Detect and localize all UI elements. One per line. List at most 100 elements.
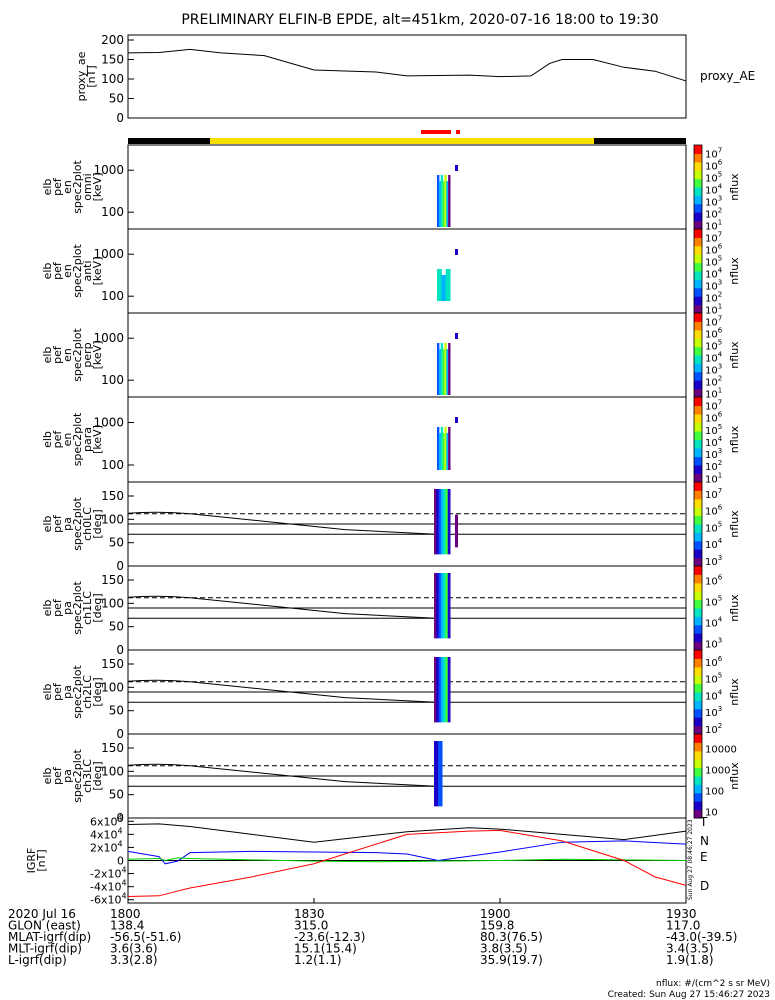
- colorbar-ch1LC-cell: [694, 643, 702, 645]
- colorbar-omni-cell: [694, 159, 702, 161]
- colorbar-ch2LC-cell: [694, 654, 702, 657]
- spectrogram-perp-frame: [127, 312, 687, 398]
- x-axis-row-value: 1.9(1.8): [666, 953, 714, 967]
- colorbar-ch3LC-cell: [694, 773, 702, 776]
- colorbar-para-cell: [694, 429, 702, 432]
- colorbar-ch3LC-cell: [694, 780, 702, 783]
- colorbar-perp-cell: [694, 377, 702, 380]
- colorbar-perp-cell: [694, 352, 702, 355]
- colorbar-anti-cell: [694, 297, 702, 300]
- colorbar-ch0LC-cell: [694, 550, 702, 553]
- colorbar-anti-cell: [694, 300, 702, 303]
- colorbar-ch3LC-cell: [694, 787, 702, 790]
- colorbar-omni-tick-label: 107: [705, 146, 722, 160]
- colorbar-omni-cell: [694, 215, 702, 217]
- colorbar-ch1LC-cell: [694, 629, 702, 631]
- colorbar-anti-cell: [694, 234, 702, 237]
- colorbar-omni-cell: [694, 156, 702, 159]
- colorbar-perp-cell: [694, 376, 702, 378]
- colorbar-para-cell: [694, 433, 702, 436]
- colorbar-ch2LC-cell: [694, 651, 702, 654]
- colorbar-anti-cell: [694, 308, 702, 311]
- colorbar-omni-cell: [694, 145, 702, 147]
- colorbar-para-cell: [694, 418, 702, 421]
- colorbar-anti-cell: [694, 282, 702, 285]
- colorbar-ch2LC-cell: [694, 692, 702, 694]
- colorbar-omni-tick-label: 104: [705, 182, 723, 196]
- colorbar-para-cell: [694, 419, 702, 422]
- colorbar-ch3LC-cell: [694, 757, 702, 760]
- colorbar-perp-cell: [694, 345, 702, 348]
- colorbar-ch1LC-cell: [694, 609, 702, 612]
- colorbar-ch2LC-cell: [694, 655, 702, 658]
- figure-title: PRELIMINARY ELFIN-B EPDE, alt=451km, 202…: [181, 12, 658, 28]
- colorbar-ch3LC-cell: [694, 770, 702, 773]
- colorbar-para-cell: [694, 408, 702, 411]
- spectrogram-perp-cell: [455, 333, 458, 339]
- colorbar-anti-tick-label: 103: [705, 278, 722, 292]
- colorbar-ch0LC-cell: [694, 494, 702, 497]
- spectrogram-ch2LC-ylabel: elbpefpaspec2plotch2LC[deg]: [41, 665, 104, 719]
- colorbar-ch0LC-cell: [694, 501, 702, 504]
- colorbar-ch0LC-cell: [694, 482, 702, 484]
- colorbar-omni-cell: [694, 149, 702, 152]
- colorbar-ch2LC-cell: [694, 724, 702, 727]
- science-zone-marker: [421, 130, 451, 134]
- colorbar-omni-cell: [694, 154, 702, 157]
- colorbar-ch0LC-cell: [694, 515, 702, 518]
- colorbar-anti-label: nflux: [728, 257, 741, 285]
- spectrogram-ch1LC-cell: [447, 573, 451, 639]
- colorbar-ch3LC-cell: [694, 801, 702, 804]
- spectrogram-para-cell: [446, 433, 449, 470]
- colorbar-perp-tick-label: 105: [705, 338, 722, 352]
- colorbar-ch0LC-cell: [694, 519, 702, 522]
- colorbar-omni-cell: [694, 182, 702, 185]
- colorbar-omni-cell: [694, 194, 702, 196]
- colorbar-anti-cell: [694, 236, 702, 238]
- colorbar-para-cell: [694, 439, 702, 442]
- colorbar-anti-cell: [694, 248, 702, 251]
- spectrogram-ch1LC-cell: [445, 573, 449, 639]
- colorbar-anti-tick-label: 107: [705, 230, 722, 244]
- colorbar-anti-cell: [694, 307, 702, 310]
- spectrogram-anti-frame: [127, 228, 687, 314]
- colorbar-para-cell: [694, 460, 702, 463]
- orbit-night-bar: [128, 138, 210, 144]
- colorbar-ch3LC-tick-label: 1000: [705, 766, 730, 777]
- colorbar-para-cell: [694, 467, 702, 470]
- colorbar-ch1LC-cell: [694, 594, 702, 596]
- colorbar-anti-cell: [694, 304, 702, 307]
- spectrogram-ch1LC-ylabel: elbpefpaspec2plotch1LC[deg]: [41, 581, 104, 635]
- spectrogram-omni-frame: [127, 144, 687, 230]
- colorbar-perp-cell: [694, 324, 702, 327]
- colorbar-omni-cell: [694, 185, 702, 188]
- colorbar-para-cell: [694, 442, 702, 445]
- colorbar-ch1LC-cell: [694, 577, 702, 580]
- colorbar-ch2LC-cell: [694, 668, 702, 671]
- colorbar-omni-cell: [694, 174, 702, 177]
- colorbar-ch2LC-cell: [694, 725, 702, 728]
- colorbar-ch2LC-cell: [694, 704, 702, 707]
- colorbar-omni-tick-label: 103: [705, 194, 722, 208]
- colorbar-ch2LC-cell: [694, 664, 702, 666]
- proxy-ae-tick-label: 0: [116, 111, 124, 125]
- colorbar-ch3LC-cell: [694, 784, 702, 787]
- colorbar-ch3LC-cell: [694, 769, 702, 771]
- spectrogram-para-cell: [442, 433, 445, 470]
- colorbar-omni-cell: [694, 184, 702, 187]
- colorbar-anti-cell: [694, 231, 702, 234]
- colorbar-para-cell: [694, 435, 702, 438]
- colorbar-omni-cell: [694, 181, 702, 184]
- colorbar-ch2LC-cell: [694, 711, 702, 714]
- colorbar-para-cell: [694, 428, 702, 431]
- colorbar-ch3LC-cell: [694, 785, 702, 788]
- colorbar-ch2LC-cell: [694, 665, 702, 668]
- colorbar-ch1LC-cell: [694, 634, 702, 637]
- colorbar-ch3LC-cell: [694, 809, 702, 812]
- colorbar-omni-cell: [694, 222, 702, 224]
- colorbar-anti-cell: [694, 254, 702, 257]
- colorbar-ch0LC-cell: [694, 522, 702, 525]
- colorbar-perp-cell: [694, 395, 702, 398]
- igrf-legend-E: E: [700, 850, 708, 864]
- colorbar-para-cell: [694, 445, 702, 448]
